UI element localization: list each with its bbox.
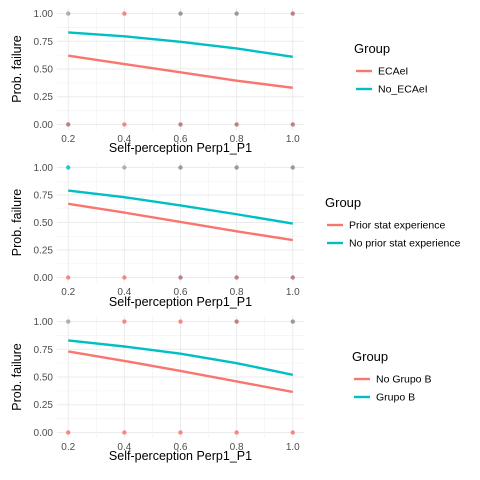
y-tick-label: 0.50	[34, 65, 54, 76]
legend: Group Prior stat experience No prior stat …	[325, 195, 461, 250]
legend-title: Group	[352, 349, 388, 364]
data-point	[234, 275, 239, 280]
x-tick-label: 1.0	[286, 287, 300, 298]
x-axis-title: Self-perception Perp1_P1	[109, 141, 252, 155]
data-points	[66, 319, 295, 435]
y-tick-label: 0.75	[34, 345, 54, 356]
data-point	[122, 165, 127, 170]
y-tick-label: 1.00	[34, 163, 54, 174]
data-point	[122, 430, 127, 435]
data-point	[122, 275, 127, 280]
x-tick-label: 0.4	[117, 287, 131, 298]
x-tick-label: 0.2	[61, 442, 75, 453]
data-point	[178, 275, 183, 280]
x-tick-label: 0.8	[230, 134, 244, 145]
legend-label: Grupo B	[376, 392, 415, 404]
gridlines	[57, 8, 304, 130]
y-tick-label: 0.00	[34, 120, 54, 131]
legend-label: Prior stat experience	[349, 220, 445, 232]
data-point	[290, 122, 295, 127]
x-tick-label: 0.6	[174, 287, 188, 298]
data-point	[234, 122, 239, 127]
data-point	[66, 430, 71, 435]
series-line	[68, 189, 293, 225]
series-line	[68, 202, 293, 242]
legend-label: No_ECAeI	[378, 84, 428, 96]
x-tick-label: 1.0	[286, 442, 300, 453]
x-axis-title: Self-perception Perp1_P1	[109, 449, 252, 463]
data-point	[178, 122, 183, 127]
data-point	[290, 319, 295, 324]
y-tick-label: 0.00	[34, 428, 54, 439]
series-line	[68, 31, 293, 58]
legend-label: No prior stat experience	[349, 238, 461, 250]
data-point	[234, 319, 239, 324]
x-axis-title: Self-perception Perp1_P1	[109, 295, 252, 309]
legend-label: No Grupo B	[376, 374, 431, 386]
data-point	[66, 165, 71, 170]
data-point	[290, 11, 295, 16]
x-tick-label: 0.8	[230, 442, 244, 453]
y-tick-label: 1.00	[34, 317, 54, 328]
y-axis-title: Prob. failure	[10, 343, 24, 410]
legend-title: Group	[354, 41, 390, 56]
y-tick-label: 0.50	[34, 218, 54, 229]
data-points	[66, 11, 295, 127]
x-tick-label: 1.0	[286, 134, 300, 145]
y-tick-label: 0.75	[34, 37, 54, 48]
data-point	[66, 11, 71, 16]
data-point	[290, 275, 295, 280]
data-point	[122, 319, 127, 324]
series-line	[68, 350, 293, 394]
y-tick-label: 0.75	[34, 191, 54, 202]
data-point	[122, 122, 127, 127]
data-point	[178, 430, 183, 435]
data-point	[234, 165, 239, 170]
y-tick-label: 1.00	[34, 9, 54, 20]
data-point	[234, 430, 239, 435]
data-point	[178, 319, 183, 324]
x-tick-label: 0.6	[174, 134, 188, 145]
y-tick-label: 0.25	[34, 92, 54, 103]
gridlines	[57, 316, 304, 438]
legend: Group No Grupo B Grupo B	[352, 349, 431, 404]
series-line	[68, 339, 294, 376]
panel-1: 0.2 0.4 0.6 0.8 1.0 0.00 0.25 0.50 0.75 1.00 Self-…	[10, 8, 428, 155]
x-tick-label: 0.4	[117, 442, 131, 453]
y-tick-label: 0.25	[34, 246, 54, 257]
x-tick-label: 0.4	[117, 134, 131, 145]
x-tick-label: 0.6	[174, 442, 188, 453]
data-point	[178, 165, 183, 170]
data-point	[290, 165, 295, 170]
legend: Group ECAeI No_ECAeI	[354, 41, 428, 96]
y-tick-label: 0.25	[34, 400, 54, 411]
series-line	[68, 54, 293, 90]
y-axis-title: Prob. failure	[10, 189, 24, 256]
x-tick-label: 0.2	[61, 287, 75, 298]
x-tick-label: 0.8	[230, 287, 244, 298]
panel-2: 0.2 0.4 0.6 0.8 1.0 0.00 0.25 0.50 0.75 1.00 Self-…	[10, 162, 461, 309]
data-point	[66, 275, 71, 280]
data-point	[290, 430, 295, 435]
y-tick-label: 0.00	[34, 273, 54, 284]
data-point	[66, 122, 71, 127]
data-points	[66, 165, 295, 280]
legend-label: ECAeI	[378, 66, 408, 78]
legend-title: Group	[325, 195, 361, 210]
panel-3: 0.2 0.4 0.6 0.8 1.0 0.00 0.25 0.50 0.75 1.00 Self-…	[10, 316, 431, 463]
x-tick-label: 0.2	[61, 134, 75, 145]
data-point	[234, 11, 239, 16]
data-point	[122, 11, 127, 16]
data-point	[66, 319, 71, 324]
y-tick-label: 0.50	[34, 373, 54, 384]
data-point	[178, 11, 183, 16]
y-axis-title: Prob. failure	[10, 35, 24, 102]
